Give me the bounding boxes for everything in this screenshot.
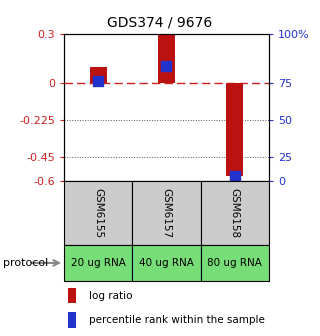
Text: percentile rank within the sample: percentile rank within the sample [89, 315, 264, 325]
Bar [64, 181, 132, 245]
Text: log ratio: log ratio [89, 291, 132, 301]
Bar [226, 83, 243, 176]
Bar [201, 181, 269, 245]
Point [232, 173, 237, 178]
Text: 40 ug RNA: 40 ug RNA [139, 258, 194, 268]
Text: protocol: protocol [3, 258, 48, 268]
Bar [68, 312, 76, 328]
Bar [90, 67, 107, 83]
Bar [68, 288, 76, 303]
Bar [158, 34, 175, 83]
Bar [132, 181, 201, 245]
Text: GSM6157: GSM6157 [161, 188, 172, 239]
Bar [201, 245, 269, 281]
Text: GSM6158: GSM6158 [230, 188, 240, 239]
Point [164, 64, 169, 69]
Point [96, 78, 101, 84]
Text: 80 ug RNA: 80 ug RNA [207, 258, 262, 268]
Text: 20 ug RNA: 20 ug RNA [71, 258, 125, 268]
Text: GDS374 / 9676: GDS374 / 9676 [108, 15, 212, 29]
Bar [64, 245, 132, 281]
Bar [132, 245, 201, 281]
Text: GSM6155: GSM6155 [93, 188, 103, 239]
